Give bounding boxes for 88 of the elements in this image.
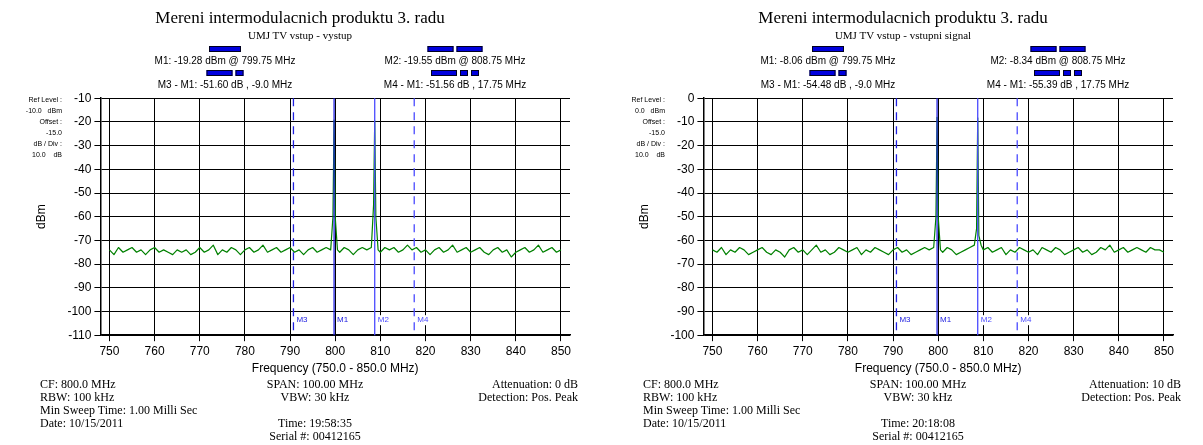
text: RBW: 100 kHz	[40, 390, 115, 405]
text: SPAN: 100.00 MHz	[869, 377, 967, 392]
text: M4 - M1: -55.39 dB , 17.75 MHz	[986, 79, 1130, 90]
y-tick-label: -70	[677, 256, 695, 271]
text: M4 - M1: -51.56 dB , 17.75 MHz	[383, 79, 527, 90]
y-tick-label: -50	[677, 209, 695, 224]
chart-subtitle: UMJ TV vstup - vystup	[246, 29, 354, 41]
text: RBW: 100 kHz	[643, 390, 718, 405]
text: M3 - M1: -51.60 dB , -9.0 MHz	[157, 79, 293, 90]
x-tick-label: 840	[1108, 343, 1130, 358]
ref-line-label: M4	[1020, 315, 1032, 325]
y-axis-title: dBm	[33, 204, 48, 230]
x-tick-label: 850	[550, 343, 572, 358]
y-tick-label: -60	[74, 209, 92, 224]
text: M2: -19.55 dBm @ 808.75 MHz	[384, 55, 526, 66]
x-tick-label: 790	[280, 343, 301, 358]
ref-line-label: M2	[377, 315, 390, 325]
text: M2: -8.34 dBm @ 808.75 MHz	[990, 55, 1126, 66]
x-tick-label: 750	[702, 343, 723, 358]
y-tick-label: -10	[74, 90, 92, 105]
text: Serial #: 00412165	[269, 429, 361, 444]
y-tick-label: -70	[74, 232, 92, 247]
x-tick-label: 800	[928, 343, 949, 358]
text: Min Sweep Time: 1.00 Milli Sec	[40, 403, 198, 418]
y-tick-label: -80	[74, 256, 92, 271]
x-axis-title: Frequency (750.0 - 850.0 MHz)	[251, 361, 419, 376]
x-tick-label: 770	[189, 343, 211, 358]
y-tick-label: -100	[67, 303, 92, 318]
x-tick-label: 760	[747, 343, 768, 358]
x-tick-label: 850	[1153, 343, 1175, 358]
text: Attenuation: 10 dB	[1089, 377, 1181, 392]
chart-subtitle: UMJ TV vstup - vstupni signal	[833, 29, 973, 41]
y-tick-label: -30	[677, 161, 695, 176]
y-tick-label: -60	[677, 232, 695, 247]
y-tick-label: -90	[677, 303, 695, 318]
ref-line-label: M2	[980, 315, 993, 325]
y-tick-label: -10	[677, 114, 695, 129]
text: Date: 10/15/2011	[643, 416, 727, 431]
text: Time: 19:58:35	[278, 416, 352, 431]
x-tick-label: 820	[415, 343, 436, 358]
y-tick-label: -50	[74, 185, 92, 200]
x-tick-label: 750	[99, 343, 120, 358]
ref-line-label: M3	[899, 315, 912, 325]
text: Attenuation: 0 dB	[492, 377, 578, 392]
x-tick-label: 800	[325, 343, 346, 358]
y-tick-label: -80	[677, 280, 695, 295]
x-tick-label: 820	[1018, 343, 1039, 358]
text: M1: -19.28 dBm @ 799.75 MHz	[154, 55, 296, 66]
y-tick-label: 0	[687, 90, 695, 105]
text: Serial #: 00412165	[872, 429, 964, 444]
x-tick-label: 830	[460, 343, 481, 358]
text: CF: 800.0 MHz	[40, 377, 116, 392]
y-tick-label: -30	[74, 137, 92, 152]
text: Min Sweep Time: 1.00 Milli Sec	[643, 403, 801, 418]
text: M3 - M1: -54.48 dB , -9.0 MHz	[760, 79, 896, 90]
text: M1: -8.06 dBm @ 799.75 MHz	[760, 55, 896, 66]
x-tick-label: 810	[370, 343, 391, 358]
y-tick-label: -110	[68, 327, 92, 342]
y-tick-label: -40	[677, 185, 695, 200]
y-tick-label: -20	[677, 137, 695, 152]
x-tick-label: 780	[234, 343, 256, 358]
x-tick-label: 810	[973, 343, 994, 358]
text: Time: 20:18:08	[881, 416, 955, 431]
y-tick-label: -90	[74, 280, 92, 295]
ref-line-label: M3	[296, 315, 309, 325]
ref-line-label: M4	[417, 315, 429, 325]
text: VBW: 30 kHz	[883, 390, 953, 405]
x-tick-label: 770	[792, 343, 814, 358]
y-tick-label: -20	[74, 114, 92, 129]
x-tick-label: 790	[883, 343, 904, 358]
x-tick-label: 760	[144, 343, 165, 358]
x-tick-label: 780	[837, 343, 859, 358]
y-tick-label: -40	[74, 161, 92, 176]
y-axis-title: dBm	[636, 204, 651, 230]
text: Detection: Pos. Peak	[1081, 390, 1181, 405]
text: Detection: Pos. Peak	[478, 390, 578, 405]
x-tick-label: 830	[1063, 343, 1084, 358]
text: SPAN: 100.00 MHz	[266, 377, 364, 392]
text: VBW: 30 kHz	[280, 390, 350, 405]
x-tick-label: 840	[505, 343, 527, 358]
x-axis-title: Frequency (750.0 - 850.0 MHz)	[854, 361, 1022, 376]
y-tick-label: -100	[670, 327, 695, 342]
text: Date: 10/15/2011	[40, 416, 124, 431]
chart-title: Mereni intermodulacnich produktu 3. radu	[154, 8, 446, 28]
ref-line-label: M1	[337, 315, 349, 325]
text: CF: 800.0 MHz	[643, 377, 719, 392]
ref-line-label: M1	[940, 315, 952, 325]
chart-title: Mereni intermodulacnich produktu 3. radu	[757, 8, 1049, 28]
